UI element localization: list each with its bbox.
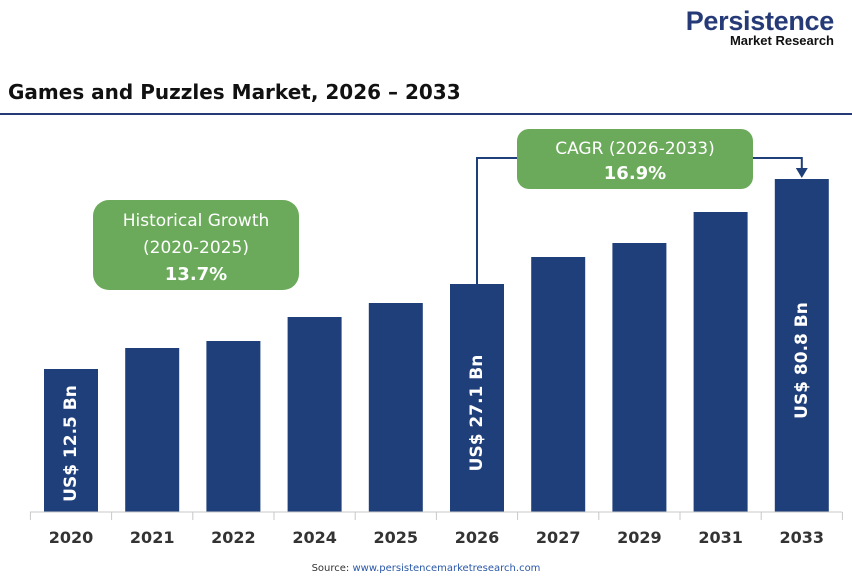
bar-2024 [287,317,342,512]
data-label-2033: US$ 80.8 Bn [792,302,812,419]
bar-2022 [206,341,261,512]
logo-sub-text: Market Research [729,33,834,48]
logo: Persistence Market Research [685,6,835,48]
bar-2031 [693,212,748,512]
cagr-label: CAGR (2026-2033) [555,139,715,159]
x-tick-label-2031: 2031 [698,528,743,547]
title-divider [0,113,852,115]
cagr-value: 16.9% [604,163,666,184]
bar-2021 [125,348,180,512]
cagr-arrowhead [795,168,808,178]
x-tick-label-2033: 2033 [780,528,825,547]
x-tick-label-2024: 2024 [292,528,337,547]
cagr-callout [517,129,753,189]
historical-growth-label: (2020-2025) [143,238,249,258]
x-tick-label-2022: 2022 [211,528,256,547]
x-tick-label-2020: 2020 [49,528,94,547]
historical-growth-value: 13.7% [165,264,227,285]
chart-title: Games and Puzzles Market, 2026 – 2033 [8,80,461,104]
data-label-2020: US$ 12.5 Bn [61,385,81,502]
source-label: Source: [311,563,350,574]
bar-2026 [450,284,504,512]
bar-2020 [44,369,98,512]
historical-growth-callout [93,200,299,290]
data-label-2026: US$ 27.1 Bn [467,355,487,472]
bar-2025 [368,303,423,512]
historical-growth-label: Historical Growth [123,211,270,231]
bar-2029 [612,243,667,512]
x-tick-label-2026: 2026 [455,528,500,547]
logo-main-text: Persistence [685,6,835,36]
bar-2033 [774,179,829,512]
source-note: Source: www.persistencemarketresearch.co… [0,563,852,574]
x-tick-label-2027: 2027 [536,528,581,547]
source-link[interactable]: www.persistencemarketresearch.com [352,563,541,574]
x-tick-label-2025: 2025 [374,528,419,547]
bar-2027 [531,257,586,512]
x-tick-label-2029: 2029 [617,528,662,547]
x-tick-label-2021: 2021 [130,528,175,547]
